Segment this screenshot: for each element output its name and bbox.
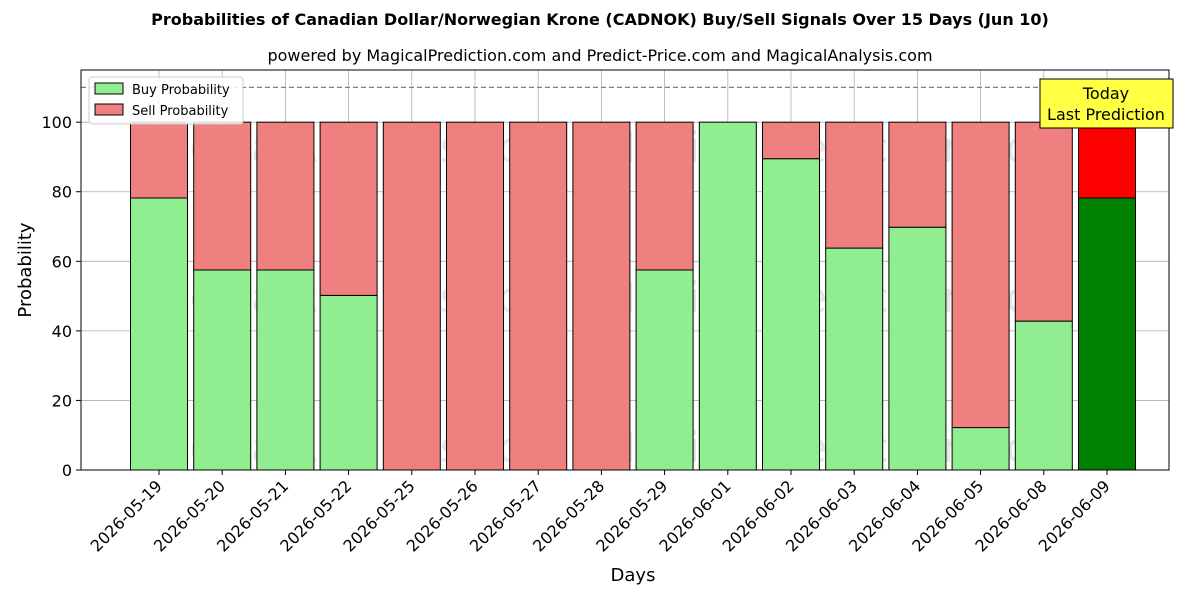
x-axis-label: Days bbox=[611, 565, 656, 586]
bar-buy-2026-05-19 bbox=[130, 197, 188, 471]
bar-sell-2026-06-04 bbox=[888, 121, 947, 228]
bar-buy-2026-05-21 bbox=[256, 269, 315, 471]
legend-swatch-sell bbox=[94, 103, 124, 116]
y-tick-label: 80 bbox=[52, 183, 72, 202]
bar-buy-2026-06-05 bbox=[951, 427, 1010, 471]
bar-sell-2026-05-27 bbox=[509, 121, 568, 471]
bar-sell-2026-05-25 bbox=[382, 121, 441, 471]
bar-buy-2026-06-08 bbox=[1014, 320, 1073, 471]
bar-sell-2026-06-02 bbox=[762, 121, 820, 160]
bar-sell-2026-06-08 bbox=[1014, 121, 1073, 322]
legend-label-sell: Sell Probability bbox=[132, 104, 229, 119]
chart-subtitle: powered by MagicalPrediction.com and Pre… bbox=[267, 46, 933, 65]
bar-buy-2026-05-29 bbox=[635, 269, 694, 471]
y-axis-label: Probability bbox=[15, 222, 36, 317]
bar-buy-2026-06-01 bbox=[698, 121, 757, 471]
y-tick-label: 100 bbox=[41, 113, 72, 132]
plot-frame bbox=[80, 69, 1170, 471]
today-annotation: Today Last Prediction bbox=[1039, 78, 1174, 129]
y-tick-label: 0 bbox=[62, 461, 72, 480]
y-tick-label: 60 bbox=[52, 252, 72, 271]
bar-sell-2026-05-21 bbox=[256, 121, 315, 271]
bar-buy-2026-06-03 bbox=[825, 247, 884, 471]
bar-sell-2026-05-26 bbox=[446, 121, 504, 471]
bar-buy-2026-05-20 bbox=[193, 269, 252, 471]
bar-sell-2026-05-22 bbox=[319, 121, 378, 296]
annotation-box bbox=[1039, 78, 1174, 129]
bar-sell-2026-05-19 bbox=[130, 121, 188, 199]
bar-buy-2026-06-09 bbox=[1078, 197, 1136, 471]
annotation-line-2: Last Prediction bbox=[1047, 105, 1165, 124]
bar-buy-2026-06-04 bbox=[888, 226, 947, 471]
legend-label-buy: Buy Probability bbox=[132, 83, 230, 98]
y-tick-label: 40 bbox=[52, 322, 72, 341]
bar-sell-2026-05-29 bbox=[635, 121, 694, 271]
bar-sell-2026-06-05 bbox=[951, 121, 1010, 429]
bar-sell-2026-06-09 bbox=[1078, 121, 1136, 199]
bar-buy-2026-06-02 bbox=[762, 158, 820, 471]
bar-sell-2026-06-03 bbox=[825, 121, 884, 249]
chart-title: Probabilities of Canadian Dollar/Norwegi… bbox=[151, 10, 1049, 29]
legend-swatch-buy bbox=[94, 82, 124, 95]
bar-buy-2026-05-22 bbox=[319, 294, 378, 471]
y-tick-label: 20 bbox=[52, 391, 72, 410]
annotation-line-1: Today bbox=[1082, 84, 1129, 103]
legend: Buy Probability Sell Probability bbox=[88, 76, 244, 125]
bar-sell-2026-05-20 bbox=[193, 121, 252, 271]
bar-sell-2026-05-28 bbox=[572, 121, 631, 471]
